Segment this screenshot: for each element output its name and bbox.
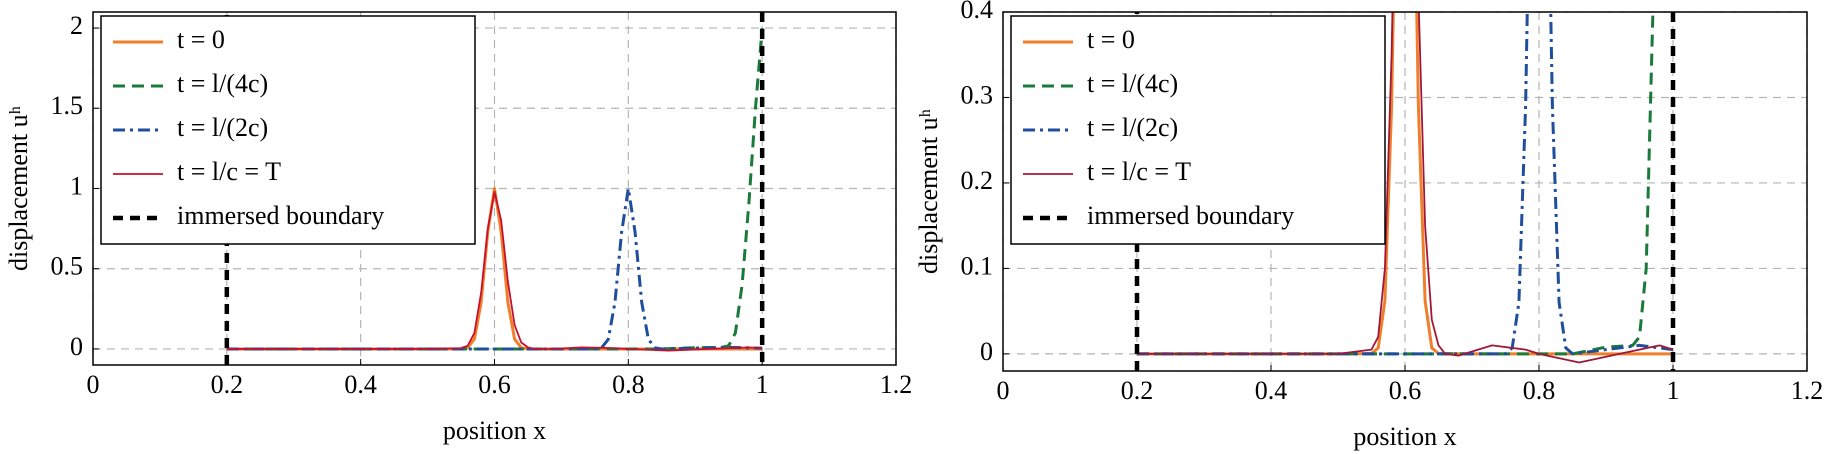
legend-box: [1010, 15, 1386, 245]
axes-frame: [92, 11, 897, 366]
x-tick-label: 0.8: [612, 370, 645, 399]
legend-box: [100, 15, 476, 245]
x-tick-label: 0: [997, 376, 1010, 405]
y-tick-label: 1: [70, 171, 83, 200]
y-tick-label: 1.5: [51, 91, 84, 120]
series-line: [1137, 12, 1655, 356]
legend-label: t = l/(2c): [1087, 113, 1178, 142]
y-axis-label: displacement uʰ: [4, 106, 33, 271]
x-tick-label: 0.2: [211, 370, 244, 399]
y-tick-label: 0.4: [961, 0, 994, 24]
series-line: [226, 190, 763, 352]
legend: t = 0 t = l/(4c) t = l/(2c) t = l/c = T imme…: [100, 15, 476, 245]
x-tick-label: 1.2: [880, 370, 913, 399]
legend-label: t = l/c = T: [1087, 157, 1191, 186]
y-tick-label: 0.2: [961, 166, 994, 195]
series-line: [1137, 12, 1674, 356]
legend: t = 0 t = l/(4c) t = l/(2c) t = l/c = T imme…: [1010, 15, 1386, 245]
series-line: [1137, 12, 1673, 356]
subplot: 0 0.2 0.4 0.6 0.8 1 1.2 0 0.5 1 1.5 2 position x disp…: [4, 11, 912, 445]
series-line: [1137, 12, 1674, 364]
legend-label: immersed boundary: [177, 201, 384, 230]
x-tick-label: 1: [756, 370, 769, 399]
x-tick-label: 1: [1667, 376, 1680, 405]
y-tick-label: 0: [70, 332, 83, 361]
y-tick-label: 0.3: [961, 80, 994, 109]
axes-frame: [1002, 11, 1808, 372]
y-tick-label: 0.5: [51, 252, 84, 281]
x-tick-label: 0.6: [478, 370, 511, 399]
legend-label: t = l/c = T: [177, 157, 281, 186]
legend-label: t = 0: [1087, 25, 1135, 54]
series-line: [226, 187, 763, 351]
legend-label: immersed boundary: [1087, 201, 1294, 230]
legend-label: t = l/(4c): [1087, 69, 1178, 98]
legend-label: t = l/(2c): [177, 113, 268, 142]
x-tick-label: 0.6: [1389, 376, 1422, 405]
x-tick-label: 0.8: [1523, 376, 1556, 405]
series-line: [226, 27, 764, 351]
y-axis-label: displacement uʰ: [914, 109, 943, 274]
y-tick-label: 0: [980, 337, 993, 366]
plot-lines: [224, 12, 765, 365]
y-tick-label: 2: [70, 11, 83, 40]
legend-label: t = 0: [177, 25, 225, 54]
x-tick-label: 0.4: [1255, 376, 1288, 405]
legend-label: t = l/(4c): [177, 69, 268, 98]
x-axis-label: position x: [443, 416, 546, 445]
subplot: 0 0.2 0.4 0.6 0.8 1 1.2 0 0.1 0.2 0.3 0.4 position x…: [914, 0, 1823, 451]
x-tick-label: 0: [87, 370, 100, 399]
x-tick-label: 1.2: [1791, 376, 1824, 405]
y-tick-label: 0.1: [961, 251, 994, 280]
x-tick-label: 0.4: [344, 370, 377, 399]
x-axis-label: position x: [1353, 422, 1456, 451]
x-tick-label: 0.2: [1121, 376, 1154, 405]
